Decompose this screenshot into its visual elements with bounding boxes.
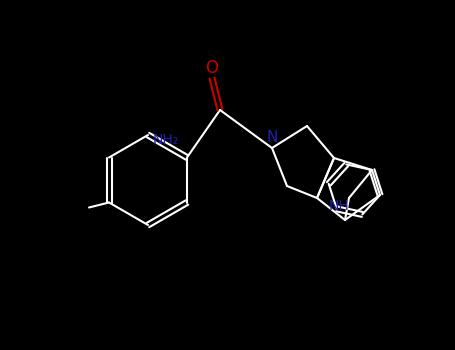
Text: NH₂: NH₂	[153, 133, 179, 147]
Text: NH: NH	[329, 199, 349, 213]
Text: O: O	[206, 59, 218, 77]
Text: N: N	[266, 131, 278, 146]
